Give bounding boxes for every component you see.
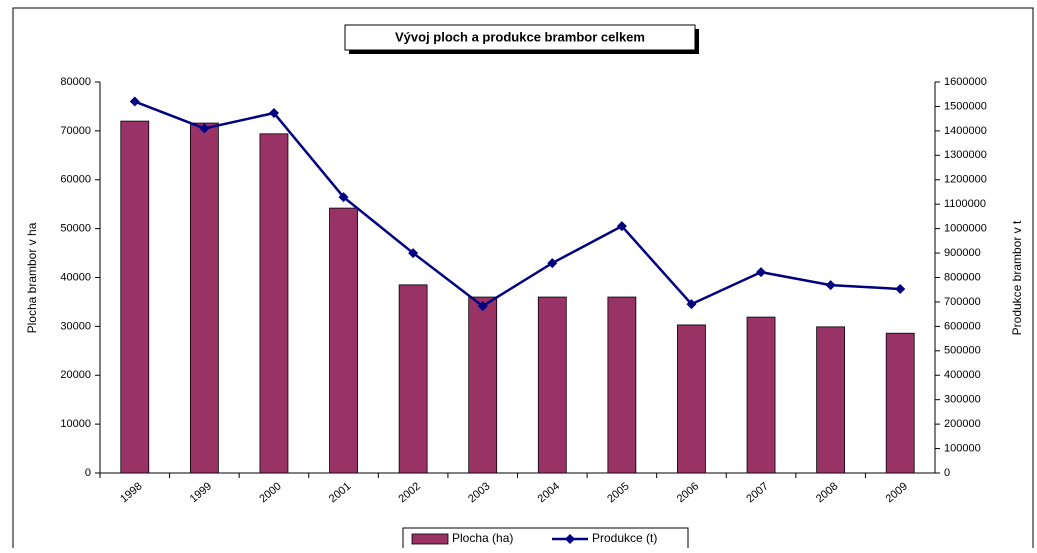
y2-tick-label: 1100000 (944, 198, 986, 210)
y-tick-label: 10000 (60, 418, 91, 430)
y-tick-label: 50000 (60, 223, 91, 235)
y2-axis-label: Produkce brambor v t (1010, 220, 1024, 335)
bar (816, 326, 846, 474)
line-marker (338, 192, 349, 203)
legend-swatch (411, 533, 449, 545)
y2-tick-label: 1200000 (944, 174, 987, 186)
bar (189, 122, 219, 474)
y-axis-label: Plocha brambor v ha (25, 222, 39, 333)
line-marker (547, 258, 558, 269)
y-tick-label: 40000 (60, 271, 91, 283)
legend-label: Plocha (ha) (452, 531, 513, 545)
x-tick-label: 2005 (605, 480, 631, 505)
bar (537, 296, 567, 474)
x-tick-label: 2008 (814, 480, 840, 505)
y2-tick-label: 1300000 (944, 149, 987, 161)
y2-tick-label: 1400000 (944, 125, 987, 137)
y2-tick-label: 400000 (944, 369, 981, 381)
y2-tick-label: 800000 (944, 271, 981, 283)
bar (398, 284, 428, 474)
bar (329, 207, 358, 474)
y2-tick-label: 600000 (944, 320, 981, 332)
line-marker (756, 267, 767, 278)
x-tick-label: 2001 (327, 480, 353, 505)
title-box (344, 24, 696, 51)
x-tick-label: 2002 (396, 480, 422, 505)
line-marker (825, 280, 836, 291)
y2-tick-label: 0 (944, 467, 950, 479)
line-marker (408, 248, 419, 259)
chart-frame (12, 7, 1034, 553)
line-marker (686, 299, 697, 310)
y2-tick-label: 700000 (944, 296, 981, 308)
bar (259, 133, 289, 474)
x-tick-label: 2000 (257, 480, 283, 505)
line-marker (268, 108, 279, 119)
y2-tick-label: 100000 (944, 442, 981, 454)
y-tick-label: 0 (85, 467, 91, 479)
y2-tick-label: 200000 (944, 418, 981, 430)
y2-tick-label: 1600000 (944, 76, 987, 88)
bar (677, 324, 706, 474)
bar (468, 296, 498, 474)
x-tick-label: 1998 (118, 480, 144, 505)
y-tick-label: 30000 (60, 320, 91, 332)
bar (885, 332, 915, 474)
legend-label: Produkce (t) (592, 531, 657, 545)
chart-title: Vývoj ploch a produkce brambor celkem (395, 29, 645, 44)
x-tick-label: 2006 (675, 480, 701, 505)
bar (746, 316, 776, 474)
line (134, 100, 901, 308)
y2-tick-label: 500000 (944, 345, 981, 357)
x-tick-label: 2009 (884, 480, 910, 505)
bar (120, 120, 150, 474)
bar (607, 296, 637, 474)
y-tick-label: 70000 (60, 125, 91, 137)
x-tick-label: 1999 (188, 480, 214, 505)
line-marker (477, 301, 488, 312)
y-tick-label: 60000 (60, 174, 91, 186)
x-tick-label: 2004 (536, 480, 562, 505)
line-marker (129, 96, 140, 107)
line-marker (199, 123, 210, 134)
y-tick-label: 80000 (60, 76, 91, 88)
x-tick-label: 2003 (466, 480, 492, 505)
y2-tick-label: 300000 (944, 394, 981, 406)
line-marker (616, 221, 627, 232)
y2-tick-label: 900000 (944, 247, 981, 259)
x-tick-label: 2007 (744, 480, 770, 505)
line-marker (895, 283, 906, 294)
y2-tick-label: 1500000 (944, 100, 987, 112)
y2-tick-label: 1000000 (944, 223, 987, 235)
y-tick-label: 20000 (60, 369, 91, 381)
legend-marker (565, 534, 575, 544)
